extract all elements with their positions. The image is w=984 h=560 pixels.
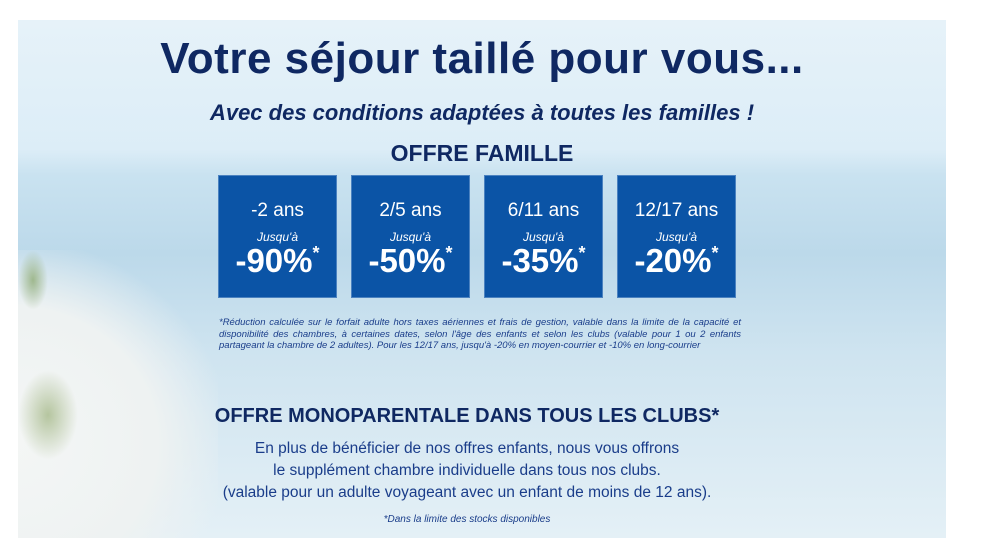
discount-value: -90% bbox=[235, 242, 313, 279]
asterisk: * bbox=[578, 243, 586, 263]
discount-prefix: Jusqu'à bbox=[656, 230, 697, 244]
palm-decoration bbox=[18, 370, 78, 460]
age-range: -2 ans bbox=[251, 200, 304, 221]
age-range: 12/17 ans bbox=[634, 200, 719, 221]
asterisk: * bbox=[445, 243, 453, 263]
discount-box: -2 ans Jusqu'à -90%* bbox=[218, 175, 337, 298]
page-title: Votre séjour taillé pour vous... bbox=[160, 34, 804, 83]
palm-decoration bbox=[18, 250, 48, 310]
discount-boxes: -2 ans Jusqu'à -90%* 2/5 ans Jusqu'à -50… bbox=[218, 175, 736, 298]
discount-box: 12/17 ans Jusqu'à -20%* bbox=[617, 175, 736, 298]
stock-footnote: *Dans la limite des stocks disponibles bbox=[383, 514, 551, 525]
discount-prefix: Jusqu'à bbox=[390, 230, 431, 244]
offre-mono-line: En plus de bénéficier de nos offres enfa… bbox=[254, 440, 680, 457]
age-range: 6/11 ans bbox=[507, 200, 580, 221]
discount-value: -35% bbox=[501, 242, 579, 279]
offre-mono-heading: OFFRE MONOPARENTALE DANS TOUS LES CLUBS* bbox=[214, 405, 720, 427]
discount-box: 2/5 ans Jusqu'à -50%* bbox=[351, 175, 470, 298]
subtitle: Avec des conditions adaptées à toutes le… bbox=[209, 100, 755, 125]
asterisk: * bbox=[312, 243, 320, 263]
promo-banner: Votre séjour taillé pour vous... Avec de… bbox=[18, 20, 946, 538]
offre-mono-line: le supplément chambre individuelle dans … bbox=[273, 462, 661, 479]
discount-box: 6/11 ans Jusqu'à -35%* bbox=[484, 175, 603, 298]
offre-mono-text: En plus de bénéficier de nos offres enfa… bbox=[18, 438, 931, 504]
famille-footnote: *Réduction calculée sur le forfait adult… bbox=[219, 317, 741, 351]
offre-mono-line: (valable pour un adulte voyageant avec u… bbox=[222, 484, 712, 501]
discount-value: -50% bbox=[368, 242, 446, 279]
discount-prefix: Jusqu'à bbox=[257, 230, 298, 244]
asterisk: * bbox=[711, 243, 719, 263]
discount-prefix: Jusqu'à bbox=[523, 230, 564, 244]
discount-value: -20% bbox=[634, 242, 712, 279]
age-range: 2/5 ans bbox=[379, 200, 442, 221]
offre-famille-heading: OFFRE FAMILLE bbox=[390, 140, 574, 166]
